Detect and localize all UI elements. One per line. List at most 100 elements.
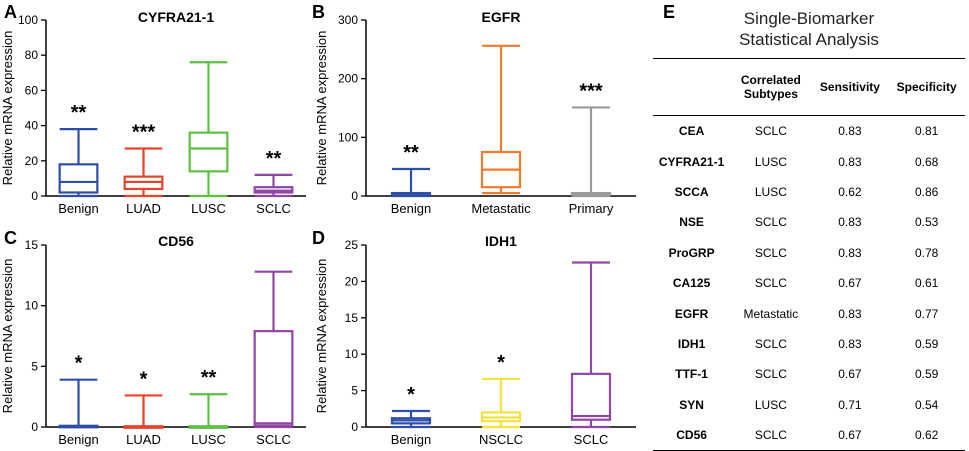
- box-benign: [58, 378, 99, 429]
- box-sclc: [253, 270, 294, 429]
- y-tick-label: 20: [25, 154, 39, 168]
- category-label: SCLC: [256, 432, 291, 447]
- category-label: Benign: [391, 201, 431, 216]
- marker-cell: SYN: [679, 397, 704, 412]
- box-metastatic: [480, 44, 522, 195]
- subtype-cell: SCLC: [754, 428, 787, 443]
- subtype-cell: SCLC: [754, 245, 787, 260]
- y-tick-label: 0: [31, 420, 38, 434]
- specificity-cell: 0.81: [914, 124, 939, 139]
- table-header-row: Correlated Subtypes Sensitivity Specific…: [653, 58, 965, 116]
- marker-cell: CD56: [676, 428, 707, 443]
- iqr-box: [188, 131, 229, 173]
- panel-letter: B: [312, 2, 325, 22]
- marker-cell: SCCA: [674, 184, 709, 199]
- subtype-cell: SCLC: [754, 367, 787, 382]
- box-lusc: [188, 393, 229, 429]
- category-label: LUAD: [126, 201, 161, 216]
- category-label: Benign: [391, 432, 431, 447]
- y-tick-label: 15: [25, 238, 39, 252]
- sensitivity-cell: 0.67: [838, 428, 862, 443]
- panel-letter: C: [4, 228, 17, 248]
- y-tick-label: 0: [351, 189, 358, 203]
- table-row: CD56 SCLC 0.67 0.62: [653, 420, 965, 451]
- y-tick-label: 10: [345, 347, 359, 361]
- box-luad: [123, 147, 164, 198]
- box-sclc: [570, 261, 612, 429]
- panel-d: D IDH1 Relative mRNA expression 0 5 10 15 20 25 B…: [312, 228, 636, 447]
- category-label: LUAD: [126, 432, 161, 447]
- header-marker: [653, 59, 730, 116]
- category-label: LUSC: [191, 201, 226, 216]
- category-label: SCLC: [574, 432, 609, 447]
- y-axis-label: Relative mRNA expression: [0, 259, 15, 414]
- table-row: CEA SCLC 0.83 0.81: [653, 116, 965, 147]
- box-lusc: [188, 61, 229, 198]
- marker-cell: CYFRA21-1: [658, 154, 725, 169]
- panel-a: A CYFRA21-1 Relative mRNA expression 0 20 40 6…: [0, 2, 306, 216]
- category-label: Metastatic: [471, 201, 531, 216]
- table-title: Single-Biomarker Statistical Analysis: [651, 8, 967, 50]
- significance-label: **: [71, 102, 87, 124]
- table-row: IDH1 SCLC 0.83 0.59: [653, 329, 965, 359]
- subtype-cell: Metastatic: [743, 306, 799, 321]
- y-tick-label: 0: [31, 189, 38, 203]
- specificity-cell: 0.78: [914, 245, 939, 260]
- y-tick-label: 200: [338, 72, 358, 86]
- table-row: SYN LUSC 0.71 0.54: [653, 390, 965, 420]
- category-label: SCLC: [256, 201, 291, 216]
- y-tick-label: 15: [345, 311, 359, 325]
- sensitivity-cell: 0.83: [838, 306, 862, 321]
- y-tick-label: 80: [25, 48, 39, 62]
- category-label: Benign: [58, 432, 98, 447]
- marker-cell: ProGRP: [668, 245, 715, 260]
- panel-c: C CD56 Relative mRNA expression 0 5 10 15 Benig…: [0, 228, 306, 447]
- box-benign: [390, 409, 432, 429]
- category-label: Primary: [569, 201, 614, 216]
- sensitivity-cell: 0.71: [838, 397, 862, 412]
- subtype-cell: SCLC: [754, 124, 787, 139]
- marker-cell: CA125: [672, 276, 711, 291]
- specificity-cell: 0.53: [914, 215, 939, 230]
- sensitivity-cell: 0.67: [838, 276, 862, 291]
- sensitivity-cell: 0.83: [838, 215, 862, 230]
- table-title-line2: Statistical Analysis: [739, 30, 879, 49]
- marker-cell: CEA: [678, 124, 705, 139]
- significance-label: ***: [132, 121, 156, 143]
- iqr-box: [253, 330, 294, 427]
- marker-cell: TTF-1: [675, 367, 708, 382]
- header-sensitivity: Sensitivity: [819, 80, 880, 94]
- sensitivity-cell: 0.62: [838, 184, 862, 199]
- subtype-cell: LUSC: [754, 184, 787, 199]
- category-label: LUSC: [191, 432, 226, 447]
- subtype-cell: LUSC: [754, 154, 787, 169]
- sensitivity-cell: 0.67: [838, 367, 862, 382]
- table-body: CEA SCLC 0.83 0.81 CYFRA21-1 LUSC 0.83 0.68 SCCA…: [653, 116, 965, 451]
- significance-label: **: [266, 148, 282, 170]
- y-tick-label: 40: [25, 119, 39, 133]
- header-specificity: Specificity: [896, 80, 957, 94]
- chart-title: IDH1: [485, 233, 517, 249]
- box-primary: [570, 106, 612, 198]
- specificity-cell: 0.62: [914, 428, 939, 443]
- sensitivity-cell: 0.83: [838, 154, 862, 169]
- boxplot-figure: A CYFRA21-1 Relative mRNA expression 0 20 40 6…: [0, 2, 636, 447]
- specificity-cell: 0.61: [914, 276, 939, 291]
- subtype-cell: LUSC: [754, 397, 787, 412]
- subtype-cell: SCLC: [754, 215, 787, 230]
- y-tick-label: 100: [338, 130, 358, 144]
- y-tick-label: 5: [31, 359, 38, 373]
- table-row: CA125 SCLC 0.67 0.61: [653, 268, 965, 298]
- y-tick-label: 25: [345, 238, 359, 252]
- table-title-line1: Single-Biomarker: [743, 9, 875, 28]
- chart-title: EGFR: [482, 9, 521, 25]
- category-label: Benign: [58, 201, 98, 216]
- chart-title: CYFRA21-1: [138, 9, 214, 25]
- panel-letter-e: E: [663, 2, 676, 22]
- box-sclc: [253, 173, 294, 198]
- specificity-cell: 0.68: [914, 154, 939, 169]
- chart-title: CD56: [158, 233, 194, 249]
- table-row: EGFR Metastatic 0.83 0.77: [653, 298, 965, 328]
- y-axis-label: Relative mRNA expression: [314, 31, 329, 186]
- y-tick-label: 0: [351, 420, 358, 434]
